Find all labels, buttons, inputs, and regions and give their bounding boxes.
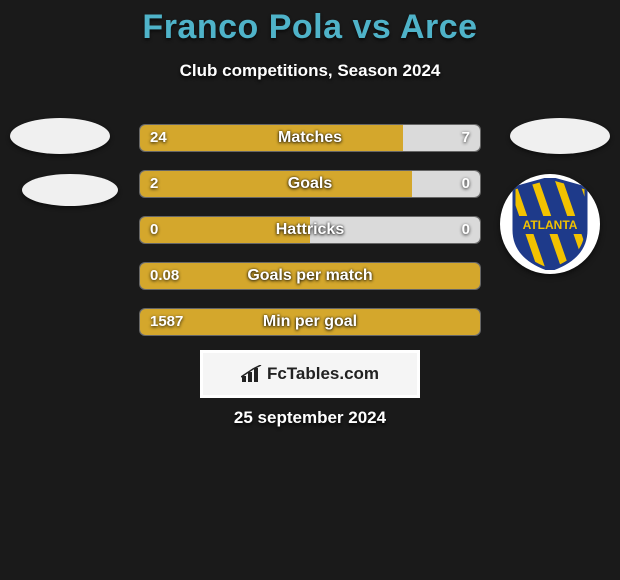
stat-bar-p1 bbox=[140, 309, 480, 335]
comparison-card: Franco Pola vs Arce Club competitions, S… bbox=[0, 0, 620, 580]
stat-bar-p1 bbox=[140, 171, 412, 197]
brand-text: FcTables.com bbox=[267, 364, 379, 384]
date-text: 25 september 2024 bbox=[0, 408, 620, 428]
stat-bar-p2 bbox=[403, 125, 480, 151]
player1-club-badge bbox=[22, 174, 118, 206]
stat-bar-p2 bbox=[412, 171, 480, 197]
stat-bar-p1 bbox=[140, 125, 403, 151]
page-title: Franco Pola vs Arce bbox=[0, 0, 620, 47]
subtitle: Club competitions, Season 2024 bbox=[0, 61, 620, 81]
stat-row-mpg: 1587 Min per goal bbox=[139, 308, 481, 336]
stat-row-matches: 24 Matches 7 bbox=[139, 124, 481, 152]
badge-text: ATLANTA bbox=[523, 218, 578, 232]
stat-bar-p1 bbox=[140, 217, 310, 243]
player2-photo bbox=[510, 118, 610, 154]
stat-row-hattricks: 0 Hattricks 0 bbox=[139, 216, 481, 244]
brand-box[interactable]: FcTables.com bbox=[200, 350, 420, 398]
stats-bars: 24 Matches 7 2 Goals 0 0 Hattricks 0 0.0… bbox=[139, 124, 481, 354]
player1-photo bbox=[10, 118, 110, 154]
stat-row-gpm: 0.08 Goals per match bbox=[139, 262, 481, 290]
player2-club-badge: ATLANTA bbox=[500, 174, 600, 274]
stat-bar-p1 bbox=[140, 263, 480, 289]
atlanta-shield-icon: ATLANTA bbox=[508, 178, 592, 270]
stat-row-goals: 2 Goals 0 bbox=[139, 170, 481, 198]
bar-chart-icon bbox=[241, 365, 263, 383]
stat-bar-p2 bbox=[310, 217, 480, 243]
brand-logo: FcTables.com bbox=[241, 364, 379, 384]
